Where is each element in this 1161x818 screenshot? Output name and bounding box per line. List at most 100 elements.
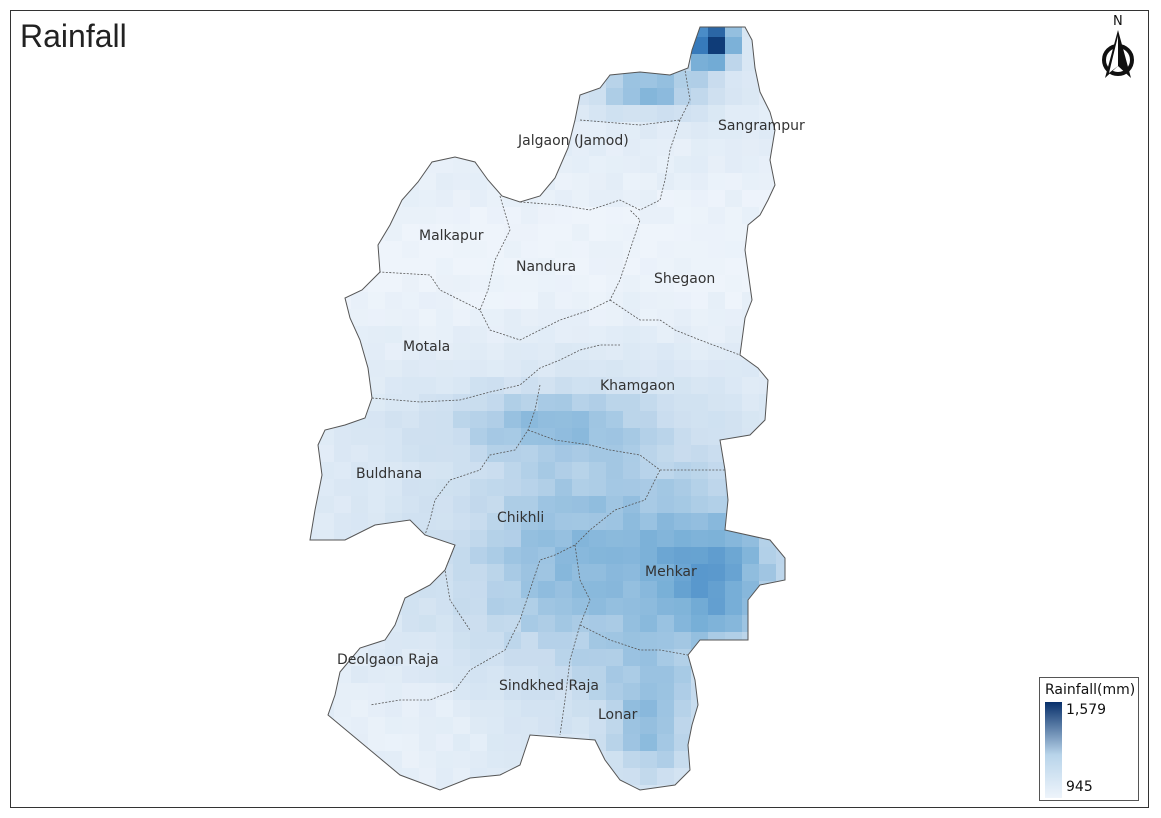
rainfall-cell <box>725 241 743 259</box>
rainfall-cell <box>334 241 352 259</box>
rainfall-cell <box>385 224 403 242</box>
rainfall-cell <box>623 513 641 531</box>
rainfall-cell <box>657 88 675 106</box>
rainfall-cell <box>674 581 692 599</box>
rainfall-cell <box>368 275 386 293</box>
rainfall-cell <box>470 207 488 225</box>
rainfall-cell <box>436 224 454 242</box>
rainfall-cell <box>793 343 811 361</box>
rainfall-cell <box>317 632 335 650</box>
rainfall-cell <box>759 649 777 667</box>
rainfall-cell <box>470 190 488 208</box>
rainfall-cell <box>555 258 573 276</box>
rainfall-cell <box>419 224 437 242</box>
rainfall-cell <box>317 309 335 327</box>
rainfall-cell <box>487 768 505 786</box>
rainfall-cell <box>317 207 335 225</box>
rainfall-cell <box>538 275 556 293</box>
rainfall-cell <box>725 54 743 72</box>
rainfall-cell <box>776 445 785 463</box>
rainfall-cell <box>793 649 811 667</box>
rainfall-cell <box>470 683 488 701</box>
rainfall-cell <box>521 700 539 718</box>
rainfall-cell <box>419 615 437 633</box>
rainfall-cell <box>419 156 437 174</box>
rainfall-cell <box>606 496 624 514</box>
rainfall-cell <box>640 496 658 514</box>
rainfall-cell <box>776 326 785 344</box>
rainfall-cell <box>572 224 590 242</box>
rainfall-cell <box>385 292 403 310</box>
rainfall-cell <box>793 717 811 735</box>
rainfall-cell <box>742 547 760 565</box>
rainfall-cell <box>623 462 641 480</box>
rainfall-cell <box>487 496 505 514</box>
rainfall-cell <box>368 598 386 616</box>
rainfall-cell <box>334 598 352 616</box>
rainfall-cell <box>453 411 471 429</box>
rainfall-cell <box>759 139 777 157</box>
rainfall-cell <box>419 632 437 650</box>
rainfall-cell <box>606 530 624 548</box>
rainfall-cell <box>310 37 318 55</box>
rainfall-cell <box>487 683 505 701</box>
rainfall-cell <box>470 513 488 531</box>
rainfall-cell <box>436 394 454 412</box>
rainfall-cell <box>606 190 624 208</box>
rainfall-cell <box>725 71 743 89</box>
rainfall-cell <box>487 581 505 599</box>
rainfall-cell <box>317 224 335 242</box>
rainfall-cell <box>708 479 726 497</box>
rainfall-cell <box>674 88 692 106</box>
rainfall-cell <box>606 700 624 718</box>
rainfall-cell <box>606 258 624 276</box>
rainfall-cell <box>521 207 539 225</box>
rainfall-cell <box>436 700 454 718</box>
rainfall-cell <box>589 156 607 174</box>
rainfall-cell <box>504 768 522 786</box>
rainfall-cell <box>606 615 624 633</box>
rainfall-cell <box>453 343 471 361</box>
rainfall-cell <box>538 530 556 548</box>
rainfall-cell <box>334 258 352 276</box>
rainfall-cell <box>419 139 437 157</box>
rainfall-cell <box>793 666 811 684</box>
rainfall-cell <box>504 105 522 123</box>
rainfall-cell <box>470 547 488 565</box>
rainfall-cell <box>402 513 420 531</box>
rainfall-cell <box>470 37 488 55</box>
rainfall-cell <box>691 139 709 157</box>
rainfall-cell <box>691 360 709 378</box>
rainfall-cell <box>368 241 386 259</box>
rainfall-cell <box>572 54 590 72</box>
rainfall-cell <box>589 309 607 327</box>
rainfall-cell <box>368 190 386 208</box>
rainfall-cell <box>589 513 607 531</box>
rainfall-cell <box>606 785 624 790</box>
rainfall-cell <box>334 173 352 191</box>
rainfall-cell <box>334 785 352 790</box>
rainfall-cell <box>385 54 403 72</box>
rainfall-cell <box>555 700 573 718</box>
rainfall-cell <box>555 411 573 429</box>
rainfall-cell <box>776 394 785 412</box>
rainfall-cell <box>385 88 403 106</box>
rainfall-cell <box>317 54 335 72</box>
rainfall-cell <box>334 309 352 327</box>
rainfall-cell <box>555 445 573 463</box>
rainfall-cell <box>317 615 335 633</box>
rainfall-cell <box>317 547 335 565</box>
legend-color-ramp <box>1045 702 1062 798</box>
rainfall-cell <box>606 649 624 667</box>
rainfall-cell <box>310 173 318 191</box>
rainfall-cell <box>589 547 607 565</box>
rainfall-cell <box>572 156 590 174</box>
rainfall-cell <box>368 615 386 633</box>
rainfall-cell <box>623 71 641 89</box>
rainfall-cell <box>436 768 454 786</box>
rainfall-cell <box>470 530 488 548</box>
rainfall-cell <box>708 700 726 718</box>
rainfall-cell <box>453 683 471 701</box>
rainfall-cell <box>334 479 352 497</box>
rainfall-cell <box>504 173 522 191</box>
